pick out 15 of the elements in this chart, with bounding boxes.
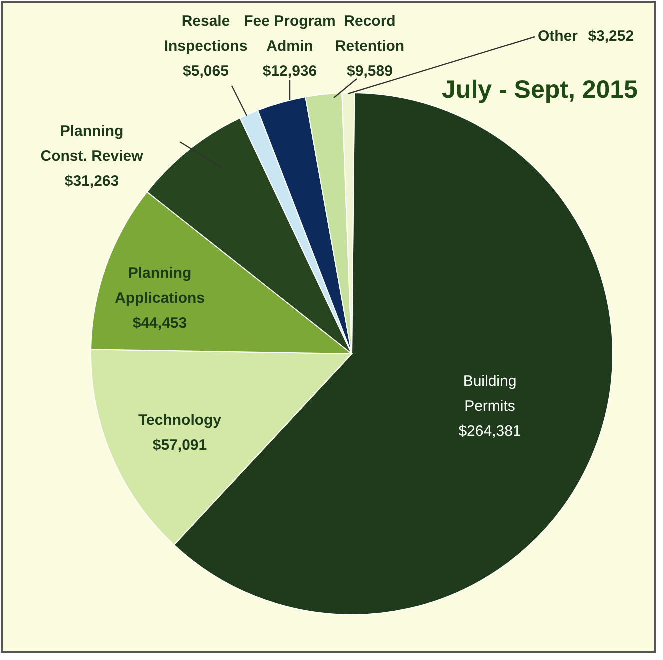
slice-label: Other xyxy=(538,28,578,45)
text: July - Sept, 2015 xyxy=(442,76,638,104)
data-label: $3,252 xyxy=(588,28,634,45)
data-label: $44,453 xyxy=(132,315,188,332)
data-label: $264,381 xyxy=(458,423,522,440)
slice-label: Building Permits xyxy=(463,373,517,415)
data-label: $57,091 xyxy=(152,437,208,454)
data-label: $31,263 xyxy=(64,173,120,190)
data-label: $5,065 xyxy=(183,63,229,80)
data-label: $12,936 xyxy=(262,63,318,80)
slice-label: Technology xyxy=(138,412,222,429)
slice-label: Planning Applications xyxy=(114,265,206,307)
slice-label: Planning Const. Review xyxy=(40,123,144,165)
data-label: $9,589 xyxy=(347,63,393,80)
slice-label: Record Retention xyxy=(335,13,405,55)
